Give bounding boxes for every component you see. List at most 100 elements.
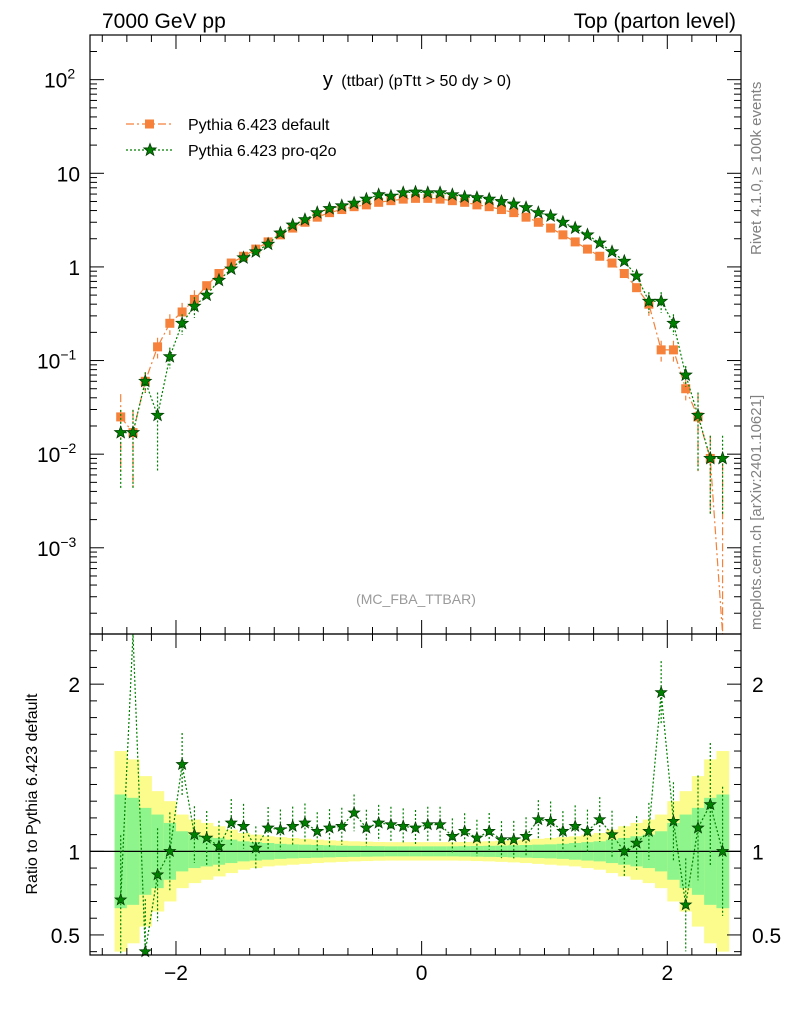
data-point-proq2o <box>604 244 620 258</box>
data-point-default <box>472 200 482 210</box>
analysis-watermark: (MC_FBA_TTBAR) <box>356 591 476 607</box>
main-y-tick-base: 10 <box>37 351 60 374</box>
ratio-point <box>457 824 472 837</box>
data-point-proq2o <box>420 185 435 199</box>
ratio-point <box>236 819 251 832</box>
data-point-proq2o <box>346 195 362 210</box>
data-point-default <box>595 251 605 261</box>
ratio-point <box>568 819 582 832</box>
data-point-proq2o <box>703 450 718 465</box>
legend-label-proq2o: Pythia 6.423 pro-q2o <box>188 143 337 160</box>
legend-entry-default: Pythia 6.423 default <box>126 117 330 134</box>
data-point-proq2o <box>297 212 313 226</box>
rivet-version-label: Rivet 4.1.0, ≥ 100k events <box>748 82 765 255</box>
data-point-proq2o <box>211 272 227 287</box>
data-point-proq2o <box>199 287 214 302</box>
legend: Pythia 6.423 default Pythia 6.423 pro-q2… <box>126 117 337 160</box>
data-point-default <box>165 318 175 328</box>
legend-label-default: Pythia 6.423 default <box>188 117 330 134</box>
main-y-tick-label: 10−1 <box>37 347 77 374</box>
ratio-y-tick-label-right: 0.5 <box>752 925 781 948</box>
ratio-point <box>150 867 165 881</box>
data-point-default <box>558 230 568 240</box>
data-point-proq2o <box>690 407 706 422</box>
ratio-point <box>703 797 717 811</box>
data-point-proq2o <box>371 187 386 201</box>
ratio-point <box>200 830 214 844</box>
data-point-default <box>447 196 457 206</box>
ratio-point <box>519 829 533 842</box>
data-point-proq2o <box>322 201 337 215</box>
data-point-proq2o <box>224 261 239 276</box>
data-point-default <box>484 202 494 212</box>
main-y-tick-base: 10 <box>57 163 80 186</box>
data-point-default <box>496 205 506 215</box>
ratio-x-tick-label: 2 <box>661 962 673 985</box>
data-point-default <box>668 345 678 355</box>
data-point-proq2o <box>396 185 411 199</box>
data-point-proq2o <box>678 367 693 382</box>
data-point-default <box>546 223 556 233</box>
ratio-point <box>286 819 300 832</box>
ratio-y-tick-label-right: 2 <box>752 674 764 697</box>
main-y-tick-base: 10 <box>44 70 67 93</box>
ratio-point <box>679 897 693 911</box>
data-point-default <box>607 258 617 268</box>
main-y-tick-label: 10−3 <box>37 534 77 561</box>
main-y-tick-base: 10 <box>37 538 60 561</box>
data-point-proq2o <box>715 450 730 465</box>
main-plot-content <box>113 184 730 635</box>
data-point-proq2o <box>641 293 657 308</box>
data-point-default <box>325 208 335 218</box>
ratio-point <box>421 817 435 831</box>
ratio-point <box>543 814 558 827</box>
data-point-proq2o <box>432 185 448 199</box>
ratio-series-line <box>120 633 724 952</box>
data-point-default <box>681 384 691 394</box>
ratio-point <box>408 820 423 834</box>
data-point-default <box>570 237 580 247</box>
data-point-proq2o <box>666 315 681 330</box>
data-point-proq2o <box>248 244 263 258</box>
data-point-default <box>386 196 396 206</box>
ratio-point <box>347 805 361 819</box>
data-point-proq2o <box>260 236 276 251</box>
ratio-frame <box>89 633 742 956</box>
ratio-point <box>642 824 656 837</box>
main-y-tick-exponent: 2 <box>67 66 75 82</box>
data-point-proq2o <box>285 217 300 232</box>
ratio-point <box>654 685 668 699</box>
data-point-proq2o <box>580 227 595 241</box>
series-line-1 <box>120 191 723 460</box>
ratio-point <box>273 822 288 836</box>
ratio-point <box>691 820 705 834</box>
legend-star-marker <box>142 142 158 157</box>
ratio-point <box>322 820 337 834</box>
data-point-proq2o <box>469 190 485 204</box>
data-point-proq2o <box>162 349 177 363</box>
header-left-label: 7000 GeV pp <box>102 10 226 33</box>
ratio-x-tick-label: 0 <box>416 962 428 985</box>
data-point-proq2o <box>457 189 472 203</box>
ratio-point <box>494 832 509 846</box>
ratio-point <box>310 824 324 837</box>
ratio-point <box>605 827 619 841</box>
data-point-proq2o <box>629 268 644 283</box>
main-y-tick-label: 102 <box>44 66 75 93</box>
plot-title-variable: y <box>323 69 333 91</box>
ratio-point <box>138 944 152 958</box>
ratio-x-tick-label: −2 <box>164 962 188 985</box>
data-point-proq2o <box>408 184 423 199</box>
main-y-tick-exponent: −1 <box>60 347 76 363</box>
data-point-default <box>411 193 420 203</box>
ratio-point <box>666 814 681 827</box>
ratio-point <box>249 840 263 854</box>
ratio-point <box>371 815 386 829</box>
data-point-proq2o <box>383 188 399 203</box>
series-line-0 <box>120 197 724 635</box>
main-y-tick-label: 10−2 <box>37 440 77 467</box>
data-point-default <box>423 193 433 203</box>
